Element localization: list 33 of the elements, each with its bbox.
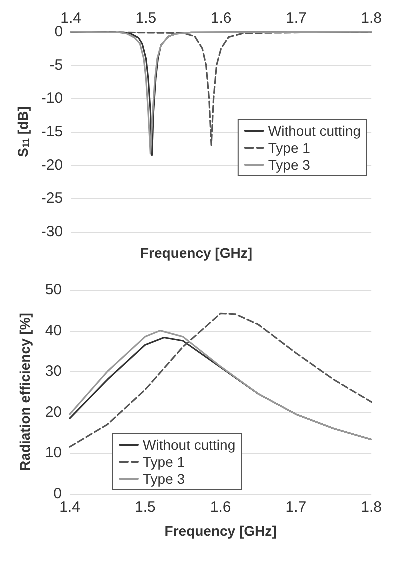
x-tick-label: 1.6 bbox=[210, 499, 232, 516]
y-axis-title: S11 [dB] bbox=[15, 106, 31, 158]
x-tick-label: 1.8 bbox=[361, 10, 382, 27]
y-tick-label: 10 bbox=[45, 444, 62, 462]
legend-label: Without cutting bbox=[268, 123, 362, 139]
y-tick-label: 50 bbox=[45, 282, 62, 298]
y-tick-label: -25 bbox=[41, 190, 64, 208]
y-tick-label: 30 bbox=[45, 363, 62, 380]
x-axis-title: Frequency [GHz] bbox=[140, 245, 253, 261]
x-tick-label: 1.6 bbox=[210, 10, 232, 27]
x-tick-label: 1.7 bbox=[286, 499, 307, 516]
y-tick-label: -20 bbox=[41, 156, 64, 174]
y-axis-title: Radiation efficiency [%] bbox=[17, 313, 33, 471]
legend-label: Type 1 bbox=[143, 454, 186, 470]
y-tick-label: -10 bbox=[41, 90, 64, 108]
y-tick-label: 0 bbox=[54, 486, 62, 502]
y-tick-label: -30 bbox=[41, 224, 64, 240]
legend-label: Type 3 bbox=[268, 157, 311, 173]
x-tick-label: 1.4 bbox=[60, 10, 82, 27]
y-tick-label: 0 bbox=[54, 24, 64, 40]
x-tick-label: 1.7 bbox=[286, 10, 307, 27]
y-tick-label: -15 bbox=[41, 124, 64, 140]
x-tick-label: 1.5 bbox=[136, 10, 157, 27]
legend-label: Without cutting bbox=[143, 437, 236, 453]
x-axis-title: Frequency [GHz] bbox=[164, 523, 277, 539]
x-tick-label: 1.4 bbox=[60, 499, 80, 516]
y-tick-label: 40 bbox=[45, 322, 62, 340]
legend-label: Type 3 bbox=[143, 471, 186, 487]
y-tick-label: 20 bbox=[45, 404, 62, 421]
x-tick-label: 1.8 bbox=[361, 499, 382, 516]
legend-label: Type 1 bbox=[268, 140, 311, 156]
y-tick-label: -5 bbox=[50, 56, 64, 74]
x-tick-label: 1.5 bbox=[134, 499, 156, 516]
